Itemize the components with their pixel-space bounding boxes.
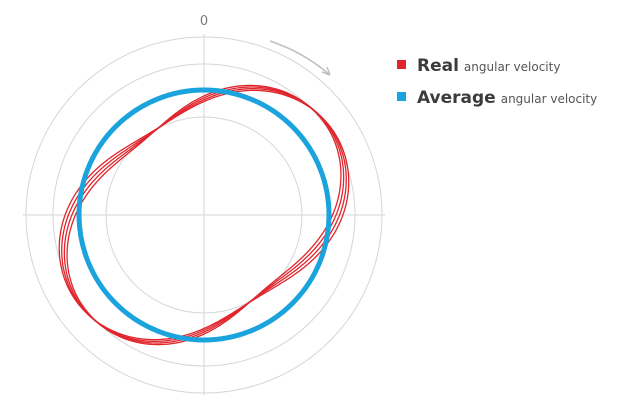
legend-item-real: Real angular velocity (397, 50, 597, 82)
red-square-icon (397, 60, 406, 69)
legend-item-average: Average angular velocity (397, 82, 597, 114)
legend-real-small: angular velocity (463, 60, 561, 74)
legend-average-strong: Average (417, 88, 496, 108)
legend: Real angular velocity Average angular ve… (397, 50, 597, 114)
average-angular-velocity-circle (76, 87, 332, 343)
legend-real-strong: Real (417, 56, 459, 76)
legend-average-small: angular velocity (500, 92, 598, 106)
real-curve-strand (58, 89, 350, 341)
real-angular-velocity-curve (58, 84, 350, 346)
rotation-direction-arrow (269, 40, 331, 76)
angle-zero-label: 0 (200, 14, 208, 29)
blue-square-icon (397, 92, 406, 101)
